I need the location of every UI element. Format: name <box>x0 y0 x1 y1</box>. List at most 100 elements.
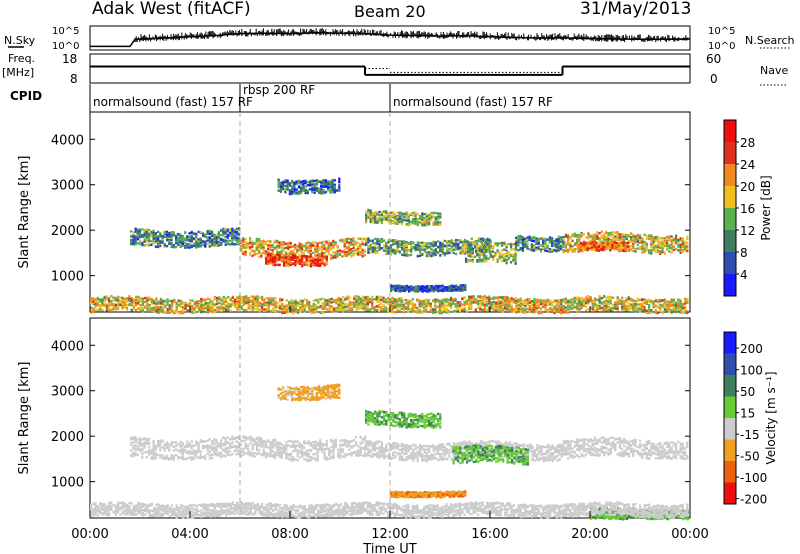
power-panel-cell <box>222 302 225 306</box>
power-panel-cell <box>276 251 279 254</box>
power-panel-cell <box>265 259 268 262</box>
power-panel-cell <box>307 246 310 250</box>
power-panel-cell <box>643 246 646 250</box>
power-panel-cell <box>604 242 607 246</box>
power-panel-cell <box>318 180 321 183</box>
power-panel-cell <box>180 301 183 304</box>
power-panel-cell <box>357 247 360 251</box>
power-panel-cell <box>211 230 214 233</box>
power-panel-cell <box>618 249 621 252</box>
power-panel-cell <box>105 309 108 312</box>
power-panel-cell <box>276 253 279 256</box>
power-panel-cell <box>661 242 664 245</box>
power-panel-cell <box>452 242 455 246</box>
power-panel-cell <box>304 185 307 188</box>
power-panel-cell <box>269 245 272 248</box>
power-panel-cell <box>607 237 610 240</box>
power-panel-cell <box>323 255 326 259</box>
power-panel-cell <box>159 310 162 313</box>
power-panel-cell <box>300 243 303 246</box>
power-panel-cell <box>535 238 538 241</box>
power-panel-cell <box>623 235 626 239</box>
power-panel-cell <box>603 235 606 238</box>
power-panel-cell <box>605 238 608 241</box>
power-panel-cell <box>533 235 536 239</box>
power-panel-cell <box>148 304 151 307</box>
power-panel-cell <box>225 307 228 310</box>
power-panel-cell <box>276 245 279 248</box>
power-panel-cell <box>455 244 458 247</box>
power-panel-cell <box>298 249 301 252</box>
power-panel-cell <box>367 211 370 214</box>
power-panel-cell <box>374 242 377 245</box>
power-panel-cell <box>321 257 324 261</box>
power-panel-cell <box>324 184 327 187</box>
power-panel-cell <box>217 234 220 237</box>
power-panel-cell <box>343 238 346 241</box>
power-panel-cell <box>618 247 621 250</box>
power-panel-cell <box>630 238 633 241</box>
power-panel-cell <box>421 218 424 222</box>
power-panel-cell <box>405 284 408 288</box>
power-panel-cell <box>609 231 612 235</box>
power-panel-cell <box>184 302 187 305</box>
power-panel-cell <box>348 250 351 254</box>
power-panel-cell <box>294 260 297 263</box>
power-panel-cell <box>180 299 183 303</box>
power-panel-cell <box>339 239 342 242</box>
power-panel-cell <box>389 252 392 255</box>
power-panel-cell <box>369 212 372 215</box>
power-panel-cell <box>468 251 471 254</box>
power-panel-cell <box>292 256 295 259</box>
power-panel-cell <box>213 303 216 306</box>
power-panel-cell <box>446 246 449 249</box>
power-panel-cell <box>417 288 420 291</box>
power-panel-cell <box>514 257 517 260</box>
power-panel-cell <box>208 245 211 248</box>
power-panel-cell <box>177 299 180 302</box>
power-panel-cell <box>110 301 113 304</box>
power-panel-cell <box>562 242 565 245</box>
power-panel-cell <box>588 242 591 246</box>
power-panel-cell <box>311 186 314 189</box>
power-panel-cell <box>423 286 426 289</box>
power-panel-cell <box>643 250 646 254</box>
power-panel-cell <box>392 211 395 214</box>
power-panel-cell <box>322 182 325 185</box>
power-panel-cell <box>681 243 684 246</box>
power-panel-cell <box>277 180 280 183</box>
power-panel-cell <box>152 233 155 236</box>
power-panel-cell <box>334 241 337 244</box>
power-panel-cell <box>110 300 113 303</box>
power-panel-cell <box>365 216 368 219</box>
power-panel-cell <box>184 244 187 247</box>
power-panel-cell <box>279 306 282 310</box>
power-panel-cell <box>316 242 319 245</box>
power-panel-cell <box>265 252 268 256</box>
power-panel-cell <box>220 299 223 302</box>
power-panel-cell <box>251 245 254 248</box>
power-panel-cell <box>573 247 576 251</box>
power-panel-cell <box>416 248 419 251</box>
power-panel-cell <box>428 254 431 258</box>
power-panel-cell <box>316 248 319 252</box>
power-panel-cell <box>521 242 524 246</box>
power-panel-cell <box>394 215 397 219</box>
power-panel-cell <box>503 256 506 259</box>
power-panel-cell <box>255 237 258 241</box>
power-panel-cell <box>171 303 174 306</box>
power-panel-cell <box>430 251 433 254</box>
power-panel-cell <box>224 240 227 244</box>
power-panel-cell <box>302 180 305 183</box>
power-panel-cell <box>666 248 669 251</box>
power-panel-cell <box>189 303 192 307</box>
power-panel-cell <box>468 248 471 252</box>
power-panel-cell <box>446 244 449 247</box>
power-panel-cell <box>428 213 431 217</box>
power-panel-cell <box>267 309 270 312</box>
power-panel-cell <box>579 243 582 247</box>
freq-tick-label: 18 <box>62 52 77 66</box>
power-panel-cell <box>121 297 124 301</box>
power-panel-cell <box>143 244 146 247</box>
power-panel-cell <box>145 237 148 240</box>
